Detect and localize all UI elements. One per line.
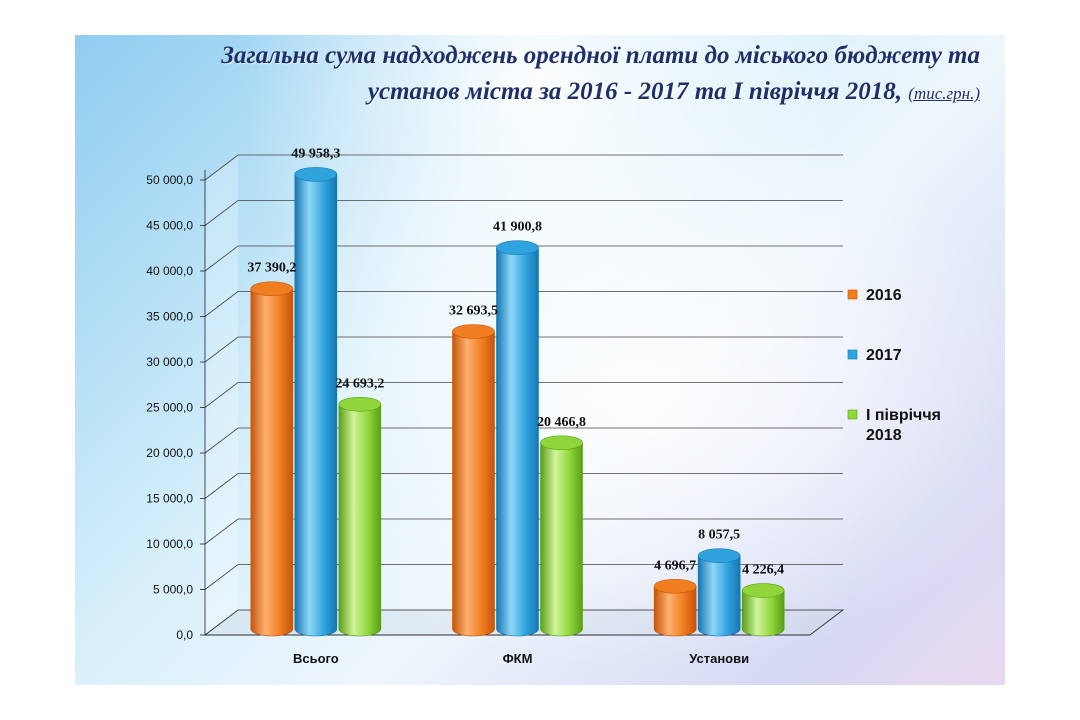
title-line-2-text: установ міста за 2016 - 2017 та І півріч… (367, 78, 903, 105)
y-tick-label: 30 000,0 (146, 355, 193, 369)
bar-body (653, 585, 697, 637)
bar-body (741, 590, 785, 637)
y-tick-label: 50 000,0 (146, 173, 193, 187)
data-label: 4 696,7 (654, 558, 696, 573)
bar-top (697, 548, 741, 563)
bar-top (294, 167, 338, 182)
bar (741, 583, 785, 637)
legend-label: І півріччя (866, 407, 941, 424)
bar (496, 240, 539, 637)
legend-label: 2018 (866, 427, 902, 444)
data-label: 4 226,4 (742, 563, 784, 578)
data-label: 37 390,2 (247, 261, 296, 276)
bar-top (250, 281, 294, 297)
bar (338, 396, 382, 637)
bar-top (741, 583, 785, 598)
bar-top (452, 324, 495, 339)
data-label: 49 958,3 (291, 146, 340, 161)
data-label: 41 900,8 (493, 220, 542, 235)
bar-body (250, 288, 294, 637)
legend-item: І півріччя 2018 (847, 407, 941, 444)
bar (250, 281, 294, 637)
legend-swatch (847, 409, 858, 420)
bar-body (452, 331, 495, 637)
bar-top (653, 578, 697, 594)
gridline (204, 473, 843, 499)
bar-body (697, 555, 741, 637)
gridline (204, 154, 843, 181)
x-category-label: Всього (293, 651, 339, 666)
bar-body (540, 442, 583, 637)
y-tick-label: 15 000,0 (146, 492, 193, 506)
y-tick-label: 35 000,0 (146, 310, 193, 324)
gridline (204, 245, 843, 272)
y-tick-label: 20 000,0 (146, 446, 193, 460)
legend: 2016 2017 І півріччя 2018 (847, 287, 941, 444)
data-label: 20 466,8 (537, 415, 586, 430)
bar-body (496, 247, 539, 637)
bar (697, 548, 741, 637)
gridline (204, 564, 843, 590)
legend-swatch (847, 349, 858, 360)
bars (250, 167, 785, 637)
title-line-1: Загальна сума надходжень орендної плати … (221, 42, 980, 69)
y-tick-label: 45 000,0 (146, 219, 193, 233)
bar (653, 578, 697, 637)
bar-body (338, 403, 382, 637)
bar-body (294, 174, 338, 637)
title-unit: (тис.грн.) (908, 84, 980, 103)
legend-item: 2017 (847, 347, 902, 364)
y-tick-label: 10 000,0 (146, 537, 193, 551)
data-label: 32 693,5 (449, 303, 498, 318)
y-tick-label: 40 000,0 (146, 264, 193, 278)
bar-top (496, 240, 539, 256)
x-category-label: ФКМ (503, 651, 533, 666)
bar-top (338, 396, 382, 412)
bar (294, 167, 338, 637)
bar (452, 324, 495, 637)
legend-label: 2016 (866, 287, 902, 304)
y-tick-label: 5 000,0 (153, 583, 193, 597)
legend-label: 2017 (866, 347, 902, 364)
gridline (204, 427, 843, 454)
legend-swatch (847, 289, 858, 300)
gridline (204, 291, 843, 317)
chart-title: Загальна сума надходжень орендної плати … (100, 38, 980, 112)
y-tick-label: 0,0 (176, 628, 193, 642)
legend-item: 2016 (847, 287, 902, 304)
data-label: 24 693,2 (335, 376, 384, 391)
gridline (204, 518, 843, 545)
bar-top (540, 435, 583, 451)
bar (540, 435, 583, 637)
y-tick-label: 25 000,0 (146, 401, 193, 415)
x-category-label: Установи (689, 651, 749, 666)
data-labels: 37 390,2 49 958,3 24 693,2 32 693,5 41 900,8… (247, 146, 784, 577)
gridline (204, 382, 843, 408)
gridline (204, 200, 843, 226)
title-line-2: установ міста за 2016 - 2017 та І півріч… (100, 74, 980, 112)
slide-background (75, 35, 1005, 685)
gridline (204, 336, 843, 363)
data-label: 8 057,5 (698, 528, 740, 543)
